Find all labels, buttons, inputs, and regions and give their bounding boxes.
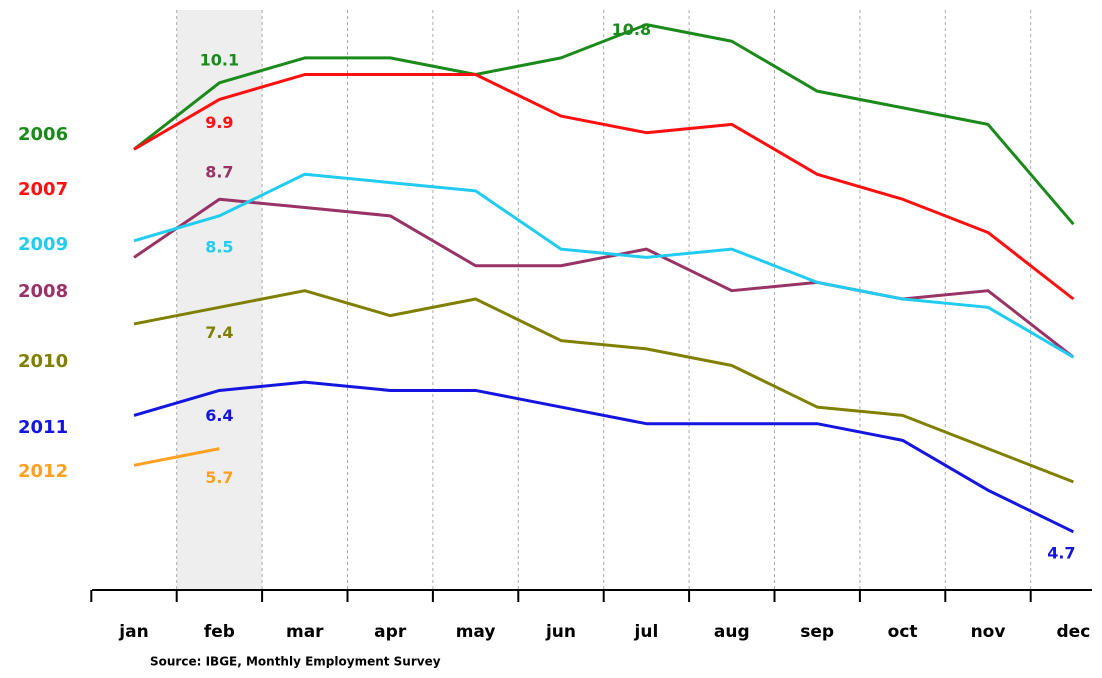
legend-label: 2009 (18, 234, 68, 255)
x-tick-label: aug (714, 622, 750, 642)
series-line (133, 447, 220, 467)
series-line (133, 197, 1075, 359)
data-label: 10.8 (612, 20, 651, 39)
x-tick-label: mar (286, 622, 324, 642)
series-line (133, 380, 1075, 534)
x-tick-label: jan (118, 622, 148, 642)
data-label: 4.7 (1047, 543, 1075, 562)
x-tick-label: jun (545, 622, 576, 642)
legend-label: 2012 (18, 461, 68, 482)
x-tick-label: apr (374, 622, 407, 642)
source-note: Source: IBGE, Monthly Employment Survey (150, 655, 441, 669)
x-tick-label: may (456, 622, 496, 642)
data-label: 8.5 (205, 237, 233, 256)
data-label: 9.9 (205, 113, 233, 132)
x-tick-label: feb (204, 622, 235, 642)
series-line (133, 73, 1075, 301)
data-label: 6.4 (205, 406, 233, 425)
data-label: 7.4 (205, 323, 233, 342)
legend-label: 2008 (18, 281, 68, 302)
x-tick-label: jul (634, 622, 659, 642)
series-line (133, 289, 1074, 484)
legend-label: 2010 (18, 351, 68, 372)
x-tick-label: dec (1057, 622, 1091, 642)
x-tick-label: oct (888, 622, 918, 642)
legend-label: 2007 (18, 179, 68, 200)
series-line (133, 172, 1075, 359)
legend-label: 2011 (18, 417, 68, 438)
data-label: 5.7 (205, 468, 233, 487)
series-line (133, 23, 1075, 226)
data-label: 8.7 (205, 163, 233, 182)
legend-label: 2006 (18, 124, 68, 145)
data-label: 10.1 (200, 50, 239, 69)
x-tick-label: nov (971, 622, 1006, 642)
x-tick-label: sep (800, 622, 834, 642)
